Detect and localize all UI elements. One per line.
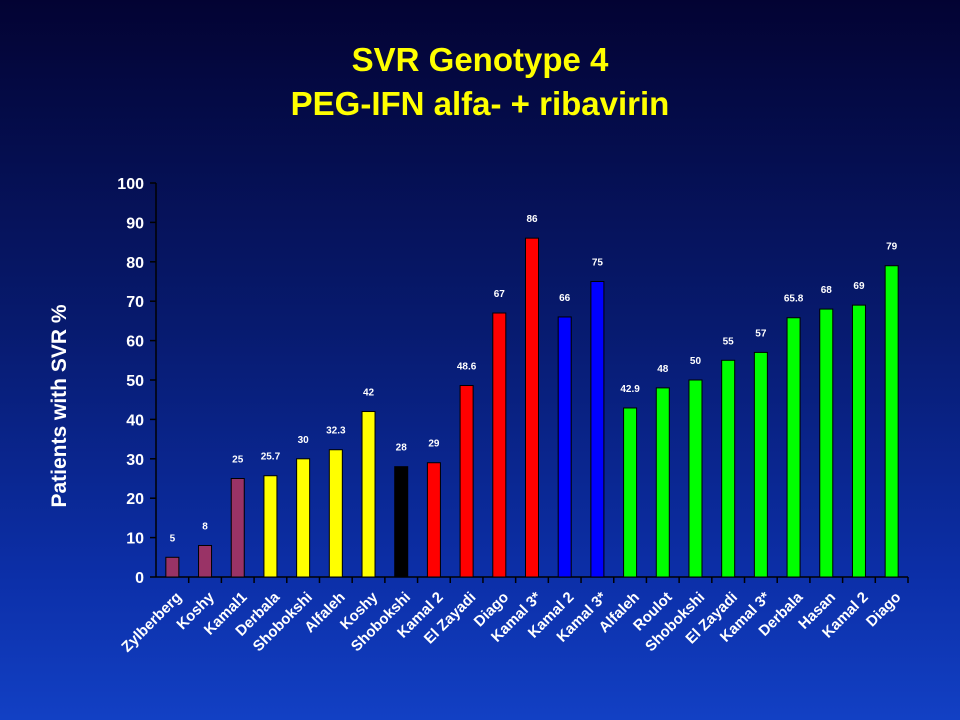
bar <box>786 317 801 578</box>
bar <box>557 316 572 578</box>
chart-axes: 0 10 20 30 40 50 60 70 80 90 100 <box>117 176 909 587</box>
data-label: 29 <box>428 439 440 450</box>
y-tick-label: 70 <box>126 294 144 311</box>
bar <box>590 281 605 578</box>
bar <box>328 449 343 578</box>
data-label: 25 <box>232 455 244 466</box>
data-label: 55 <box>723 336 735 347</box>
y-tick-label: 0 <box>135 570 144 587</box>
chart-subtitle: PEG-IFN alfa- + ribavirin <box>290 85 670 122</box>
bar <box>165 556 180 578</box>
bar <box>819 308 834 578</box>
data-label: 57 <box>755 328 767 339</box>
data-label: 30 <box>298 435 310 446</box>
chart-title: SVR Genotype 4 <box>351 41 609 78</box>
bar <box>851 304 866 578</box>
bar <box>459 385 474 578</box>
bar <box>198 544 213 578</box>
data-label: 66 <box>559 293 571 304</box>
data-label: 50 <box>690 356 702 367</box>
data-label: 42.9 <box>620 384 640 395</box>
bar <box>296 458 311 578</box>
data-label: 25.7 <box>261 452 281 463</box>
bar <box>525 237 539 578</box>
data-label: 8 <box>202 521 208 532</box>
bar <box>230 478 245 578</box>
y-tick-label: 50 <box>126 373 144 390</box>
chart-title-block: SVR Genotype 4 PEG-IFN alfa- + ribavirin <box>0 38 960 126</box>
y-tick-label: 40 <box>126 412 144 429</box>
y-tick-label: 90 <box>126 215 144 232</box>
chart-bars <box>165 237 899 578</box>
bar <box>263 475 278 578</box>
y-tick-label: 10 <box>126 531 144 548</box>
data-label: 86 <box>526 214 538 225</box>
bar <box>753 351 768 578</box>
y-axis-label: Patients with SVR % <box>48 304 71 507</box>
data-label: 32.3 <box>326 426 346 437</box>
data-label: 42 <box>363 388 375 399</box>
data-label: 75 <box>592 258 604 269</box>
chart-data-labels: 5 8 25 25.7 30 32.3 42 28 29 48.6 67 86 66 75 42.9 48 50… <box>170 214 898 544</box>
bar <box>884 265 899 578</box>
data-label: 79 <box>886 242 898 253</box>
chart-category-labels: ZylberbergKoshyKamal1DerbalaShobokshiAlf… <box>118 588 904 655</box>
bar <box>492 312 507 578</box>
y-tick-label: 60 <box>126 334 144 351</box>
bar <box>688 379 703 578</box>
data-label: 28 <box>396 443 408 454</box>
bar <box>721 359 736 578</box>
y-tick-label: 30 <box>126 452 144 469</box>
data-label: 48.6 <box>457 362 477 373</box>
bar <box>394 466 409 578</box>
data-label: 65.8 <box>784 294 804 305</box>
y-tick-label: 80 <box>126 255 144 272</box>
y-tick-label: 20 <box>126 491 144 508</box>
bar <box>623 407 638 578</box>
data-label: 67 <box>494 289 506 300</box>
data-label: 5 <box>170 533 176 544</box>
y-tick-label: 100 <box>117 176 144 193</box>
bar <box>426 462 441 578</box>
data-label: 68 <box>821 285 833 296</box>
category-label: Diago <box>863 589 904 630</box>
data-label: 48 <box>657 364 669 375</box>
bar <box>655 387 670 578</box>
bar <box>361 411 376 578</box>
data-label: 69 <box>853 281 865 292</box>
